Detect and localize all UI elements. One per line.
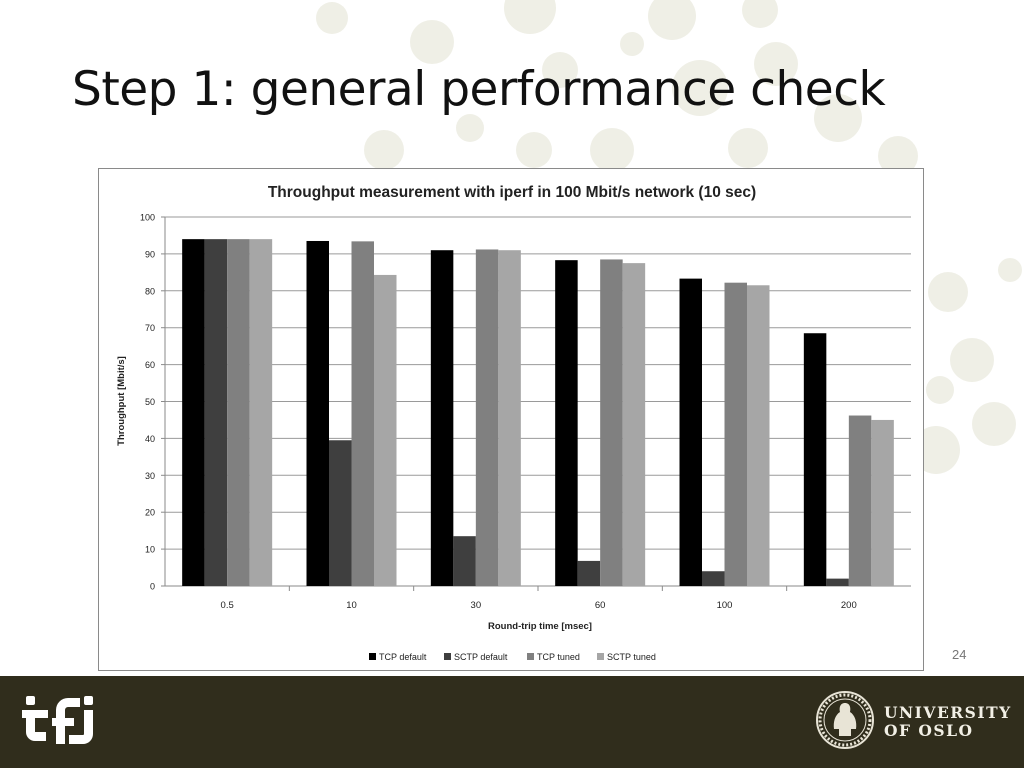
ifi-logo: [22, 696, 93, 744]
bar-sctp-tuned: [498, 250, 521, 586]
bar-tcp-tuned: [848, 415, 872, 586]
x-tick-label: 0.5: [221, 600, 234, 611]
university-name-line2: OF OSLO: [884, 721, 974, 740]
y-tick-label: 30: [145, 471, 155, 481]
university-name-line1: UNIVERSITY: [884, 703, 1012, 722]
gridlines: [165, 216, 911, 587]
y-tick-label: 20: [145, 508, 155, 518]
y-tick-label: 50: [145, 397, 155, 407]
bar-tcp-tuned: [600, 259, 623, 586]
legend-swatch: [597, 653, 604, 660]
chart-title: Throughput measurement with iperf in 100…: [268, 184, 756, 201]
x-tick-label: 200: [841, 600, 857, 611]
legend-label: SCTP tuned: [607, 652, 656, 662]
chart-panel: Throughput measurement with iperf in 100…: [98, 168, 924, 671]
x-tick-label: 30: [471, 600, 482, 611]
bar-sctp-default: [204, 239, 228, 586]
bar-tcp-default: [430, 250, 454, 586]
bar-sctp-default: [329, 440, 352, 586]
y-tick-label: 100: [140, 213, 155, 223]
footer-bar: UNIVERSITY OF OSLO: [0, 676, 1024, 768]
bar-tcp-tuned: [351, 241, 374, 586]
bar-sctp-tuned: [374, 274, 397, 586]
bar-tcp-tuned: [475, 249, 499, 587]
y-tick-label: 90: [145, 249, 155, 259]
university-name: UNIVERSITY OF OSLO: [884, 704, 1012, 740]
bar-sctp-tuned: [622, 263, 646, 586]
legend-label: TCP tuned: [537, 652, 580, 662]
page-number: 24: [952, 647, 967, 662]
bar-sctp-default: [826, 578, 849, 586]
legend-label: SCTP default: [454, 652, 508, 662]
x-tick-label: 10: [346, 600, 357, 611]
legend: TCP default SCTP default TCP tuned SCTP tun…: [369, 652, 656, 662]
x-tick-label: 60: [595, 600, 606, 611]
bar-tcp-tuned: [227, 239, 250, 586]
bar-sctp-tuned: [871, 419, 894, 586]
bar-sctp-default: [702, 571, 725, 586]
legend-swatch: [527, 653, 534, 660]
y-tick-label: 80: [145, 286, 155, 296]
legend-swatch: [369, 653, 376, 660]
bar-sctp-tuned: [249, 239, 273, 586]
bar-sctp-default: [453, 536, 476, 586]
bar-tcp-tuned: [724, 282, 747, 586]
y-axis-ticks: 0 10 20 30 40 50 60 70 80 90 100: [140, 213, 166, 592]
x-axis-ticks: 0.5 10 30 60 100 200: [221, 586, 857, 611]
bar-sctp-default: [577, 560, 601, 586]
x-axis-label: Round-trip time [msec]: [488, 621, 592, 632]
bar-tcp-default: [182, 239, 205, 586]
y-axis-label: Throughput [Mbit/s]: [116, 356, 127, 446]
bar-tcp-default: [679, 278, 702, 586]
y-tick-label: 40: [145, 434, 155, 444]
slide-title: Step 1: general performance check: [72, 62, 886, 117]
bar-tcp-default: [306, 240, 329, 587]
y-tick-label: 10: [145, 545, 155, 555]
bars: [182, 239, 894, 587]
x-tick-label: 100: [717, 600, 733, 611]
legend-swatch: [444, 653, 451, 660]
y-tick-label: 70: [145, 323, 155, 333]
bar-tcp-default: [555, 260, 578, 586]
bar-tcp-default: [803, 333, 827, 586]
y-tick-label: 60: [145, 360, 155, 370]
legend-label: TCP default: [379, 652, 427, 662]
university-seal-icon: [816, 691, 874, 749]
bar-chart: Throughput measurement with iperf in 100…: [116, 184, 911, 662]
y-tick-label: 0: [150, 582, 155, 592]
bar-sctp-tuned: [747, 285, 770, 586]
